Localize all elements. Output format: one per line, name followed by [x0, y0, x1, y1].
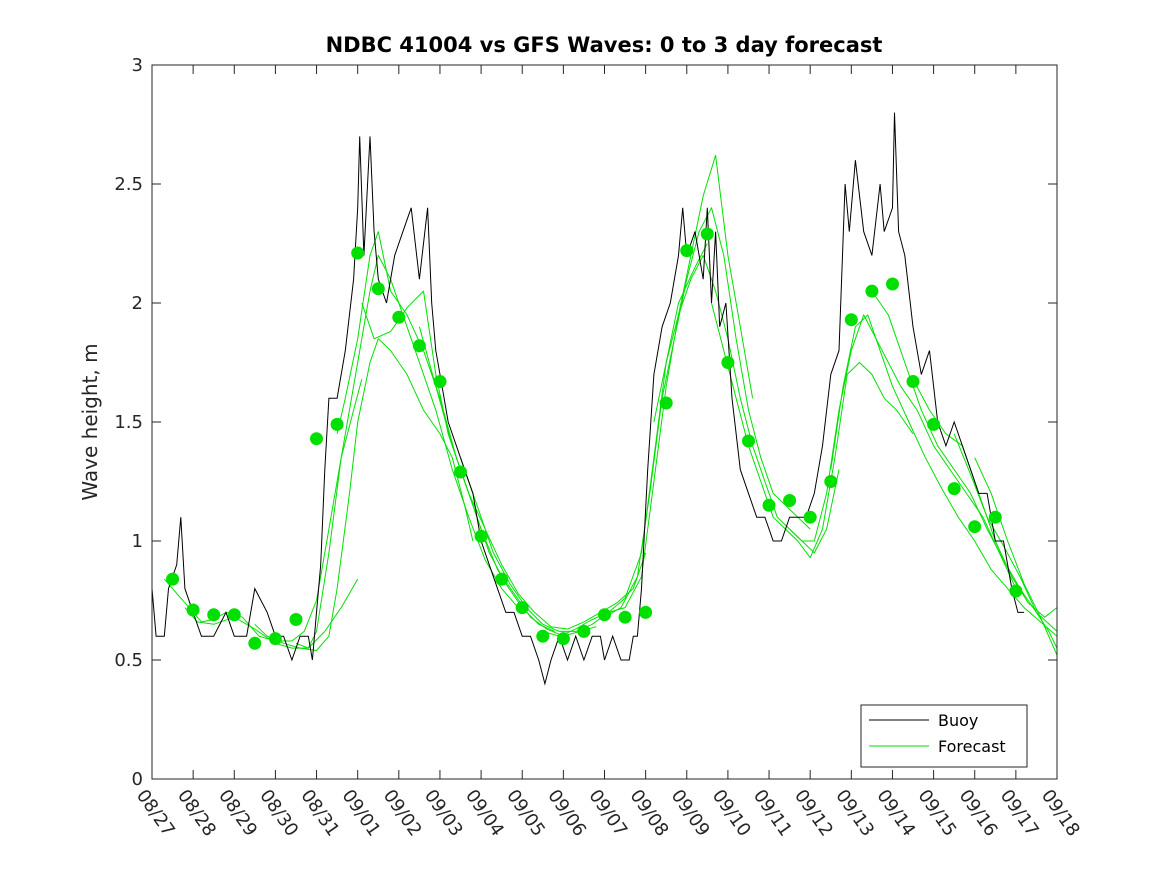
y-tick-label: 2	[132, 293, 143, 314]
analysis-point	[433, 375, 447, 388]
y-tick-label: 0	[132, 769, 143, 790]
analysis-point	[577, 624, 591, 638]
analysis-point	[659, 396, 673, 410]
plot-area	[152, 65, 1057, 779]
analysis-point	[886, 277, 899, 291]
analysis-point	[947, 482, 961, 496]
analysis-point	[166, 572, 180, 586]
y-tick-label: 1	[132, 531, 143, 552]
forecast-line	[418, 326, 647, 630]
forecast-line	[953, 433, 1058, 649]
analysis-point	[844, 313, 858, 327]
analysis-point	[721, 356, 735, 369]
analysis-point	[556, 632, 570, 646]
analysis-point	[680, 244, 694, 258]
analysis-point	[598, 608, 611, 622]
y-tick-label: 1.5	[114, 412, 143, 433]
analysis-point	[474, 529, 488, 543]
analysis-point	[803, 510, 817, 524]
legend-buoy-label: Buoy	[938, 711, 978, 730]
y-tick-label: 3	[132, 55, 143, 76]
analysis-point	[618, 610, 632, 624]
y-tick-label: 0.5	[114, 650, 143, 671]
forecast-line	[871, 290, 1058, 632]
analysis-point	[906, 375, 920, 388]
analysis-point	[988, 510, 1002, 524]
analysis-point	[968, 520, 982, 534]
analysis-point	[762, 498, 776, 512]
chart-title: NDBC 41004 vs GFS Waves: 0 to 3 day fore…	[326, 33, 883, 57]
analysis-point	[412, 339, 426, 353]
analysis-point	[310, 432, 323, 446]
plot-frame	[151, 64, 1058, 780]
analysis-point	[639, 605, 653, 619]
legend-forecast-label: Forecast	[938, 737, 1006, 756]
legend: Buoy Forecast	[860, 704, 1028, 768]
analysis-point	[207, 608, 221, 622]
analysis-point	[495, 572, 509, 586]
forecast-line	[336, 231, 556, 632]
forecast-line	[653, 254, 840, 554]
analysis-point	[1009, 584, 1023, 598]
forecast-line	[830, 314, 1058, 637]
forecast-line	[542, 154, 754, 637]
analysis-point	[186, 603, 200, 617]
forecast-line	[604, 207, 811, 618]
series-layer	[151, 112, 1058, 686]
analysis-point	[392, 310, 406, 324]
forecast-line	[711, 302, 914, 559]
analysis-point	[454, 465, 467, 479]
analysis-point	[536, 629, 550, 643]
y-tick-label: 2.5	[114, 174, 143, 195]
forecast-line	[789, 314, 1017, 589]
analysis-point	[742, 434, 755, 448]
y-axis-label: Wave height, m	[78, 343, 102, 500]
analysis-point	[227, 608, 241, 622]
analysis-point	[371, 282, 385, 296]
analysis-point	[700, 227, 714, 241]
analysis-point	[824, 475, 838, 488]
analysis-point	[865, 284, 879, 298]
analysis-point	[268, 632, 282, 646]
analysis-point	[515, 601, 529, 615]
buoy-line	[151, 112, 1025, 686]
forecast-line	[974, 457, 1058, 656]
analysis-point	[783, 494, 797, 507]
analysis-point	[351, 246, 365, 260]
analysis-point	[289, 613, 303, 626]
analysis-point	[248, 636, 262, 650]
analysis-point	[927, 417, 941, 431]
analysis-point	[330, 417, 344, 431]
legend-box	[860, 704, 1028, 768]
forecast-line	[254, 338, 474, 651]
